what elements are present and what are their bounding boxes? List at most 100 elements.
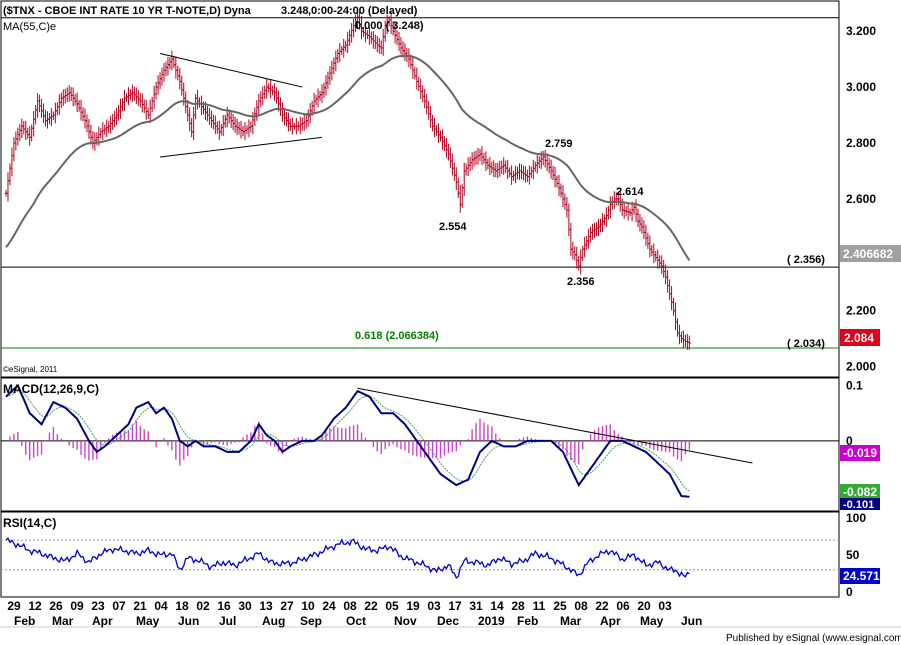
x-tick-month: Dec [437, 614, 459, 628]
y-axis-ticks: 3.200 3.000 2.800 2.600 2.200 2.000 0.1 0 100 50 0 [846, 24, 876, 599]
macd-trendline [357, 387, 753, 464]
x-tick-day: 02 [196, 599, 210, 613]
x-tick-day: 12 [28, 599, 42, 613]
level-2356-label: ( 2.356) [787, 254, 825, 266]
x-tick-day: 11 [533, 599, 546, 613]
high-annotation: 0.000 ( 3.248) [355, 20, 424, 32]
price-panel [0, 0, 840, 378]
ma-value-text: 2.406682 [843, 247, 893, 261]
chart-title: ($TNX - CBOE INT RATE 10 YR T-NOTE,D) Dy… [3, 5, 252, 17]
macd-line [5, 383, 690, 498]
x-tick-day: 10 [301, 599, 315, 613]
macd-title: MACD(12,26,9,C) [3, 382, 99, 396]
fib-618-label: 0.618 (2.066384) [355, 330, 439, 342]
macd-hist-badge [840, 445, 880, 461]
last-price-badge [840, 329, 880, 346]
rsi-value: 24.571 [843, 569, 880, 583]
x-tick-month: Jun [178, 614, 199, 628]
ma-line [5, 54, 691, 261]
x-tick-day: 03 [427, 599, 441, 613]
x-tick-month: Sep [300, 614, 322, 628]
macd-signal-value: -0.082 [843, 485, 877, 499]
x-tick-month: May [640, 614, 664, 628]
x-tick-day: 25 [553, 599, 567, 613]
swing-high-2759: 2.759 [545, 138, 573, 150]
rsi-badge [840, 568, 880, 584]
ma-value-badge [840, 245, 901, 262]
x-tick-day: 19 [406, 599, 420, 613]
session-info: ,0:00-24:00 (Delayed) [308, 5, 418, 17]
trend-lines [159, 53, 323, 158]
price-y-tick: 2.800 [846, 136, 876, 150]
x-tick-day: 06 [616, 599, 630, 613]
last-price-text: 2.084 [844, 331, 874, 345]
x-tick-day: 30 [238, 599, 252, 613]
x-tick-day: 28 [511, 599, 525, 613]
x-tick-day: 16 [217, 599, 231, 613]
x-tick-day: 18 [175, 599, 189, 613]
rsi-y-tick: 100 [846, 511, 866, 525]
triangle-upper-line [159, 53, 303, 88]
x-tick-day: 20 [637, 599, 651, 613]
ma-layer [5, 54, 691, 261]
price-bar [687, 335, 691, 350]
x-tick-month: Apr [600, 614, 621, 628]
ma-label: MA(55,C)e [3, 21, 56, 33]
rsi-layer [1, 536, 839, 579]
x-tick-month: Jul [219, 614, 236, 628]
macd-y-tick: 0.1 [846, 379, 863, 393]
x-axis-ticks: 29 12 26 09 23 07 21 04 18 02 16 30 13 27 10 24 08 22 05 19… [7, 599, 702, 628]
macd-hist-value: -0.019 [843, 446, 877, 460]
x-tick-month: May [136, 614, 160, 628]
macd-layer [1, 383, 839, 498]
macd-signal-line [5, 390, 690, 492]
macd-line-badge [840, 498, 880, 510]
triangle-lower-line [159, 136, 323, 158]
x-tick-day: 24 [322, 599, 336, 613]
macd-y-tick: 0 [846, 434, 853, 448]
x-tick-day: 07 [112, 599, 126, 613]
rsi-y-tick: 50 [846, 548, 860, 562]
x-tick-month: Mar [560, 614, 582, 628]
x-tick-day: 22 [595, 599, 609, 613]
x-tick-day: 31 [469, 599, 483, 613]
x-tick-day: 17 [448, 599, 462, 613]
x-tick-month: Mar [52, 614, 74, 628]
x-tick-day: 08 [574, 599, 588, 613]
x-tick-day: 14 [490, 599, 504, 613]
x-tick-day: 09 [70, 599, 84, 613]
overlap-value: 3.248 [281, 5, 309, 17]
swing-low-2356: 2.356 [567, 276, 595, 288]
copyright: ©eSignal, 2011 [3, 365, 58, 374]
published-by: Published by eSignal (www.esignal.com) [726, 633, 901, 644]
macd-line-value: -0.101 [843, 499, 874, 511]
rsi-panel [0, 511, 840, 598]
x-tick-day: 27 [280, 599, 294, 613]
x-tick-month: Jun [681, 614, 702, 628]
rsi-y-tick: 0 [846, 585, 853, 599]
x-tick-month: 2019 [478, 614, 505, 628]
swing-low-2554: 2.554 [439, 221, 467, 233]
rsi-line [5, 536, 690, 579]
level-2034-label: ( 2.034) [787, 338, 825, 350]
x-tick-day: 22 [364, 599, 378, 613]
macd-signal-badge [840, 484, 880, 500]
price-y-tick: 2.000 [846, 360, 876, 374]
x-tick-month: Feb [14, 614, 35, 628]
x-tick-day: 23 [91, 599, 105, 613]
x-tick-month: Nov [394, 614, 417, 628]
x-tick-day: 04 [154, 599, 168, 613]
swing-high-2614: 2.614 [616, 186, 644, 198]
price-y-tick: 2.600 [846, 192, 876, 206]
price-y-tick: 3.000 [846, 80, 876, 94]
price-levels [1, 17, 839, 349]
price-y-tick: 2.200 [846, 304, 876, 318]
x-tick-day: 03 [658, 599, 672, 613]
x-tick-day: 21 [133, 599, 147, 613]
price-y-tick: 3.200 [846, 24, 876, 38]
x-tick-day: 08 [343, 599, 357, 613]
x-tick-month: Oct [346, 614, 366, 628]
x-tick-day: 29 [7, 599, 21, 613]
x-tick-day: 13 [259, 599, 273, 613]
